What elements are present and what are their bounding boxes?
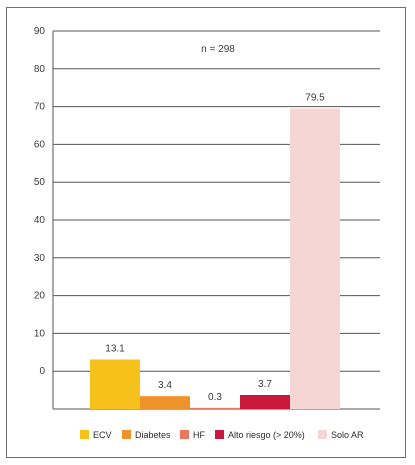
y-axis: 0 10 20 30 40 50 60 70 80 90 <box>34 26 46 377</box>
y-tick-label: 80 <box>34 64 46 75</box>
legend-swatch <box>122 430 131 439</box>
y-tick-label: 60 <box>34 139 46 150</box>
legend-label: Alto riesgo (> 20%) <box>228 430 305 440</box>
legend-label: Solo AR <box>331 430 364 440</box>
bar-diabetes <box>140 396 190 409</box>
sample-size-annotation: n = 298 <box>201 44 235 55</box>
legend-swatch <box>215 430 224 439</box>
bar-solo-ar <box>290 108 340 410</box>
data-label: 3.4 <box>158 380 172 391</box>
data-label: 13.1 <box>105 343 125 354</box>
y-tick-label: 70 <box>34 102 46 113</box>
y-tick-label: 0 <box>39 366 45 377</box>
legend-label: HF <box>193 430 205 440</box>
bar-hf <box>190 407 240 409</box>
data-label: 79.5 <box>305 92 325 103</box>
legend-label: Diabetes <box>135 430 171 440</box>
bar-alto-riesgo-20 <box>240 395 290 409</box>
y-tick-label: 90 <box>34 26 46 37</box>
legend-swatch <box>318 430 327 439</box>
data-label: 0.3 <box>208 392 222 403</box>
data-label: 3.7 <box>258 379 272 390</box>
y-tick-label: 50 <box>34 177 46 188</box>
legend-label: ECV <box>93 430 112 440</box>
y-tick-label: 40 <box>34 215 46 226</box>
y-tick-label: 20 <box>34 291 46 302</box>
legend: ECV Diabetes HF Alto riesgo (> 20%) Solo AR <box>80 430 364 440</box>
legend-swatch <box>180 430 189 439</box>
y-tick-label: 30 <box>34 253 46 264</box>
bar-ecv <box>90 359 140 409</box>
y-tick-label: 10 <box>34 328 46 339</box>
legend-swatch <box>80 430 89 439</box>
data-labels: 13.1 3.4 0.3 3.7 79.5 <box>105 92 325 402</box>
bars <box>90 108 340 410</box>
